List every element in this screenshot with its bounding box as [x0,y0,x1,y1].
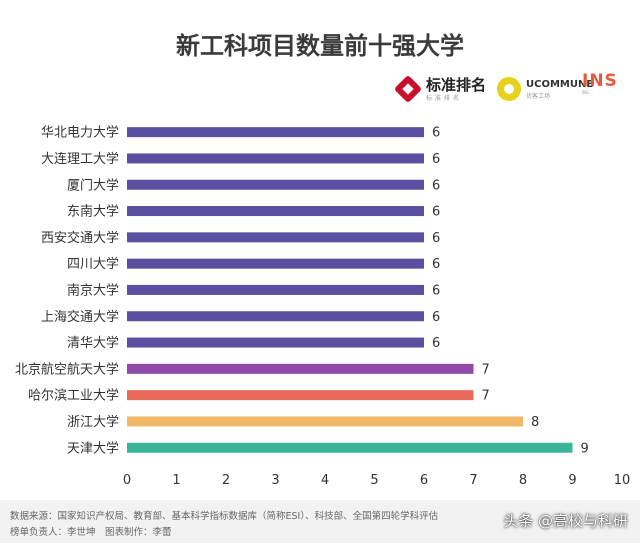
bar [127,206,424,217]
category-label: 上海交通大学 [41,309,119,325]
data-label: 6 [432,231,440,246]
data-label: 6 [432,178,440,193]
bar-chart: 华北电力大学 6 大连理工大学 6 厦门大学 6 东南大学 6 西安交通大学 6 四川大学 6 南京大学… [15,125,631,488]
logo1-sub: 标准排名 [426,94,463,102]
x-tick-label: 5 [370,473,378,488]
category-label: 清华大学 [67,335,119,351]
bar [127,337,424,348]
x-tick-label: 1 [172,473,180,488]
bar [127,258,424,269]
data-label: 6 [432,283,440,298]
bar [127,127,424,138]
category-label: 大连理工大学 [41,151,119,167]
watermark: 头条 @高校与科研 [503,512,628,530]
data-label: 9 [581,441,589,456]
ucommune-mark-icon [497,77,521,101]
data-label: 7 [482,389,490,404]
data-label: 6 [432,205,440,220]
bar [127,390,474,401]
data-label: 6 [432,257,440,272]
logo2-text: UCOMMUNE [526,78,594,90]
ucommune-logo: UCOMMUNE 优客工场 [497,72,593,106]
data-label: 6 [432,336,440,351]
bar [127,284,424,295]
category-label: 西安交通大学 [41,230,119,246]
bar [127,416,523,427]
category-label: 东南大学 [67,204,119,220]
category-label: 华北电力大学 [41,125,119,141]
x-tick-label: 10 [614,473,631,488]
category-label: 哈尔滨工业大学 [28,388,119,404]
bar [127,311,424,322]
category-label: 北京航空航天大学 [15,361,119,377]
x-tick-label: 3 [271,473,279,488]
ins-logo: INS INS [582,72,618,106]
x-tick-label: 6 [420,473,428,488]
x-tick-label: 4 [321,473,329,488]
footer: 数据来源：国家知识产权局、教育部、基本科学指标数据库（简称ESI）、科技部、全国… [0,500,640,543]
x-tick-label: 9 [568,473,576,488]
bar [127,179,424,190]
logo3-text: INS [582,71,618,91]
category-label: 浙江大学 [67,414,119,430]
data-label: 6 [432,310,440,325]
category-label: 厦门大学 [67,177,119,193]
credits-note: 榜单负责人：李世坤 图表制作：李蕾 [10,527,172,538]
logo3-sub: INS [582,90,589,95]
logo2-sub: 优客工场 [526,92,551,100]
bar [127,363,474,374]
data-label: 6 [432,126,440,141]
category-label: 天津大学 [67,440,119,456]
x-tick-label: 0 [123,473,131,488]
bar [127,153,424,164]
logo1-text: 标准排名 [426,75,487,94]
data-label: 8 [531,415,539,430]
data-label: 7 [482,362,490,377]
bar [127,232,424,243]
chart-title: 新工科项目数量前十强大学 [176,32,464,60]
x-tick-label: 7 [469,473,477,488]
bar [127,442,573,453]
biaozhun-paiming-logo: 标准排名 标准排名 [393,72,487,106]
category-label: 四川大学 [67,256,119,272]
data-source-note: 数据来源：国家知识产权局、教育部、基本科学指标数据库（简称ESI）、科技部、全国… [10,511,439,522]
x-tick-label: 2 [222,473,230,488]
data-label: 6 [432,152,440,167]
category-label: 南京大学 [67,282,119,298]
x-tick-label: 8 [519,473,527,488]
